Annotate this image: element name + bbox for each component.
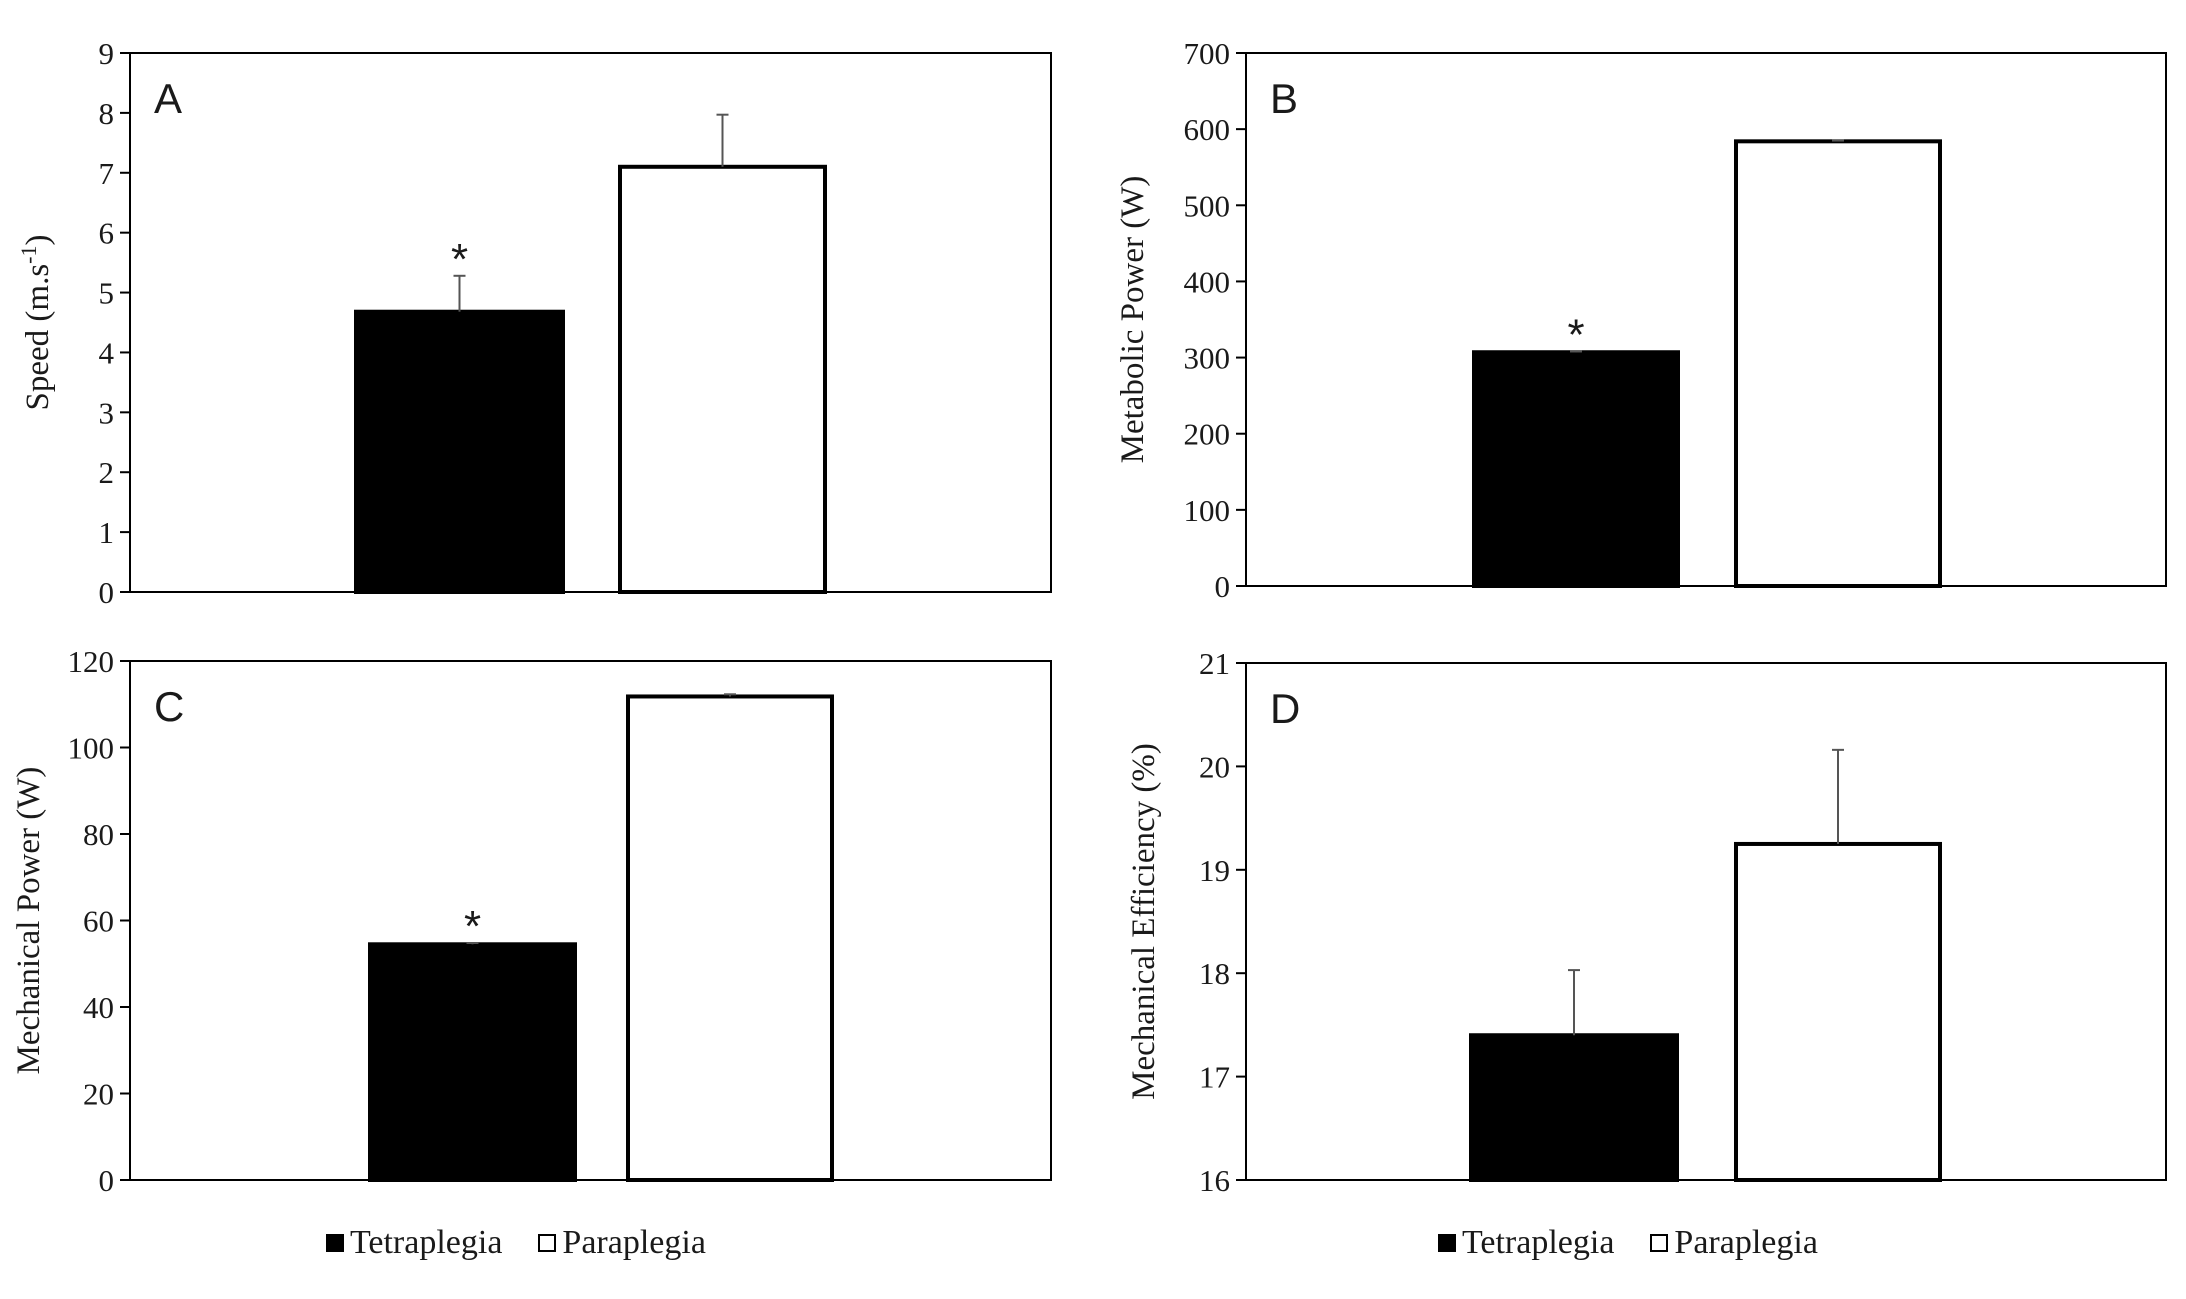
plot-frame	[1245, 662, 2167, 1181]
legend-label-tetraplegia: Tetraplegia	[350, 1224, 503, 1261]
y-tick-label: 17	[1199, 1060, 1230, 1095]
y-tick-label: 9	[99, 36, 115, 71]
bar-tetraplegia	[368, 942, 577, 1182]
y-tick-label: 21	[1199, 646, 1230, 681]
significance-marker: *	[1567, 310, 1584, 359]
y-axis-label: Mechanical Power (W)	[11, 767, 47, 1075]
legend-swatch-tetraplegia	[326, 1234, 344, 1252]
legend-entry-paraplegia: Paraplegia	[538, 1224, 706, 1262]
y-tick-label: 300	[1184, 341, 1231, 376]
legend-entry-tetraplegia: Tetraplegia	[1438, 1224, 1614, 1262]
bar-paraplegia	[1734, 139, 1942, 588]
y-axis-label: Mechanical Efficiency (%)	[1126, 743, 1162, 1100]
y-tick-label: 4	[99, 335, 115, 370]
legend-swatch-tetraplegia	[1438, 1234, 1456, 1252]
panel-letter: D	[1270, 685, 1300, 732]
y-tick-label: 100	[1184, 493, 1231, 528]
y-tick-label: 600	[1184, 112, 1231, 147]
y-tick-label: 500	[1184, 188, 1231, 223]
y-tick-label: 40	[83, 990, 114, 1025]
panel-d: 16 17 18 19 20 21 Mechanical Efficiency (%) D	[1126, 646, 2167, 1198]
y-tick-label: 120	[68, 644, 115, 679]
y-tick-label: 1	[99, 515, 115, 550]
panel-b: 0 100 200 300 400 500 600 700 Metabolic Power (W…	[1115, 36, 2167, 604]
y-tick-label: 3	[99, 395, 115, 430]
y-tick-label: 700	[1184, 36, 1231, 71]
bar-paraplegia	[626, 694, 834, 1183]
y-tick-label: 18	[1199, 956, 1230, 991]
significance-marker: *	[464, 902, 481, 951]
y-tick-label: 100	[68, 731, 115, 766]
legend-right: Tetraplegia Paraplegia	[1438, 1224, 1854, 1262]
panel-letter: A	[154, 75, 182, 122]
y-tick-label: 8	[99, 96, 115, 131]
y-tick-label: 0	[99, 575, 115, 610]
legend-left: Tetraplegia Paraplegia	[326, 1224, 742, 1262]
bar-tetraplegia	[1472, 350, 1680, 588]
panel-a: 0 1 2 3 4 5 6 7 8 9 Speed (m.s-1) A *	[16, 36, 1052, 610]
y-tick-label: 0	[1215, 569, 1231, 604]
y-axis-label: Speed (m.s-1)	[16, 235, 56, 411]
y-tick-label: 60	[83, 904, 114, 939]
y-axis-label-text: Speed (m.s	[20, 264, 56, 411]
legend-entry-tetraplegia: Tetraplegia	[326, 1224, 502, 1262]
bar-tetraplegia	[354, 309, 565, 594]
y-tick-label: 7	[99, 156, 115, 191]
legend-entry-paraplegia: Paraplegia	[1650, 1224, 1818, 1262]
plot-frame	[129, 660, 1052, 1181]
y-tick-label: 5	[99, 276, 115, 311]
plot-frame	[129, 52, 1052, 593]
y-axis-label-superscript: -1	[16, 246, 41, 264]
y-tick-label: 6	[99, 216, 115, 251]
legend-swatch-paraplegia	[538, 1234, 557, 1252]
legend-label-tetraplegia: Tetraplegia	[1462, 1224, 1615, 1261]
panel-c: 0 20 40 60 80 100 120 Mechanical Power (W) C *	[11, 644, 1052, 1198]
y-tick-label: 400	[1184, 264, 1231, 299]
y-tick-label: 0	[99, 1163, 115, 1198]
significance-marker: *	[451, 235, 468, 284]
panel-letter: C	[154, 683, 184, 730]
panel-letter: B	[1270, 75, 1298, 122]
y-tick-label: 19	[1199, 853, 1230, 888]
y-tick-label: 20	[1199, 749, 1230, 784]
y-tick-label: 200	[1184, 417, 1231, 452]
y-tick-label: 80	[83, 817, 114, 852]
bar-paraplegia	[1734, 841, 1942, 1182]
bar-paraplegia	[618, 164, 827, 595]
y-tick-label: 20	[83, 1077, 114, 1112]
legend-swatch-paraplegia	[1650, 1234, 1669, 1252]
y-axis-label-suffix: )	[20, 235, 56, 246]
legend-label-paraplegia: Paraplegia	[1674, 1224, 1818, 1261]
legend-label-paraplegia: Paraplegia	[562, 1224, 706, 1261]
y-axis-label: Metabolic Power (W)	[1115, 176, 1151, 464]
y-tick-label: 16	[1199, 1163, 1230, 1198]
bar-tetraplegia	[1469, 1033, 1679, 1182]
plot-frame	[1245, 52, 2167, 587]
y-tick-label: 2	[99, 455, 115, 490]
